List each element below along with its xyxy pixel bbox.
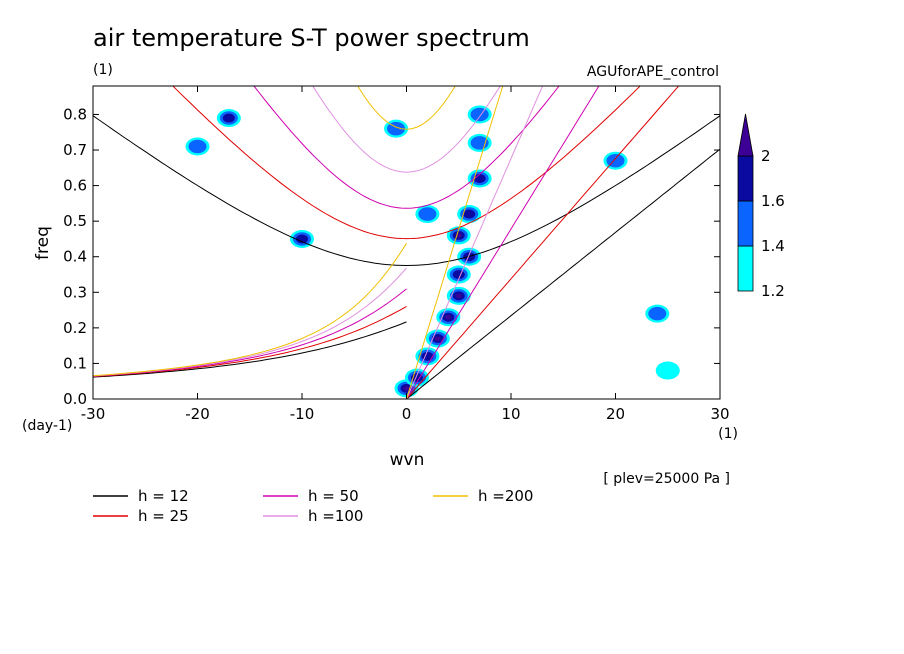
y-tick-label: 0.7 — [63, 141, 87, 159]
mixed-rossby-gravity-curve — [93, 243, 407, 377]
gravity-curve — [253, 86, 560, 209]
contour-blob — [655, 361, 680, 380]
y-tick-label: 0.2 — [63, 319, 87, 337]
y-tick-label: 0.5 — [63, 212, 87, 230]
contour-blob — [470, 107, 489, 122]
mixed-rossby-gravity-curve — [93, 321, 407, 378]
x-tick-label: 20 — [606, 405, 625, 423]
contour-blob — [403, 386, 410, 391]
contour-blob — [648, 306, 667, 321]
dispersion-curves — [93, 86, 720, 399]
colorbar-label: 1.2 — [761, 282, 785, 300]
x-tick-label: -20 — [185, 405, 210, 423]
contour-blob — [463, 209, 476, 219]
colorbar-segment — [737, 200, 754, 247]
legend-label: h = 12 — [138, 487, 189, 505]
x-tick-label: -30 — [81, 405, 106, 423]
y-unit-label: (day-1) — [22, 418, 72, 434]
contour-blob — [470, 136, 489, 150]
contour-blob — [188, 139, 207, 154]
kelvin-curve — [406, 86, 504, 399]
colorbar: 1.2 1.4 1.6 2 — [737, 113, 785, 300]
chart-units: (1) — [93, 62, 113, 78]
gravity-curve — [172, 86, 641, 240]
colorbar-segment — [737, 245, 754, 292]
colorbar-label: 1.6 — [761, 192, 785, 210]
x-tick-label: 0 — [402, 405, 412, 423]
y-axis-label: freq — [33, 226, 53, 260]
y-tick-label: 0.3 — [63, 283, 87, 301]
contour-blob — [222, 113, 235, 123]
x-tick-label: 30 — [710, 405, 729, 423]
kelvin-curve — [406, 148, 720, 399]
legend-label: h =200 — [478, 487, 533, 505]
x-axis-ticks: -30 -20 -10 0 10 20 30 — [81, 86, 730, 423]
y-tick-label: 0.0 — [63, 390, 87, 408]
colorbar-segment — [737, 155, 754, 202]
x-unit-label: (1) — [718, 426, 738, 442]
contour-blob — [434, 336, 441, 341]
y-tick-label: 0.6 — [63, 177, 87, 195]
power-contours — [185, 105, 680, 398]
mixed-rossby-gravity-curve — [93, 305, 407, 378]
contour-blob — [445, 314, 452, 320]
legend-label: h = 50 — [308, 487, 359, 505]
experiment-name: AGUforAPE_control — [587, 64, 719, 80]
y-tick-label: 0.4 — [63, 248, 87, 266]
contour-blob — [296, 234, 308, 244]
contour-blob — [455, 293, 462, 299]
curve-legend: h = 12 h = 25 h = 50 h =100 h =200 — [93, 487, 533, 525]
kelvin-curve — [406, 86, 680, 399]
chart-title: air temperature S-T power spectrum — [93, 24, 530, 52]
y-axis-ticks: 0.0 0.1 0.2 0.3 0.4 0.5 0.6 0.7 0.8 — [63, 105, 720, 408]
gravity-curve — [93, 115, 720, 267]
level-note: [ plev=25000 Pa ] — [603, 471, 730, 487]
gravity-curve — [357, 86, 456, 130]
y-tick-label: 0.1 — [63, 354, 87, 372]
contour-blob — [418, 207, 437, 221]
x-tick-label: 10 — [501, 405, 520, 423]
colorbar-label: 2 — [761, 147, 771, 165]
y-tick-label: 0.8 — [63, 105, 87, 123]
legend-label: h = 25 — [138, 507, 189, 525]
gravity-curve — [312, 86, 501, 173]
kelvin-curve — [406, 86, 600, 399]
x-axis-label: wvn — [390, 450, 425, 470]
legend-label: h =100 — [308, 507, 363, 525]
kelvin-curve — [406, 86, 544, 399]
colorbar-extend-arrow — [737, 113, 754, 157]
colorbar-label: 1.4 — [761, 237, 785, 255]
x-tick-label: -10 — [290, 405, 315, 423]
